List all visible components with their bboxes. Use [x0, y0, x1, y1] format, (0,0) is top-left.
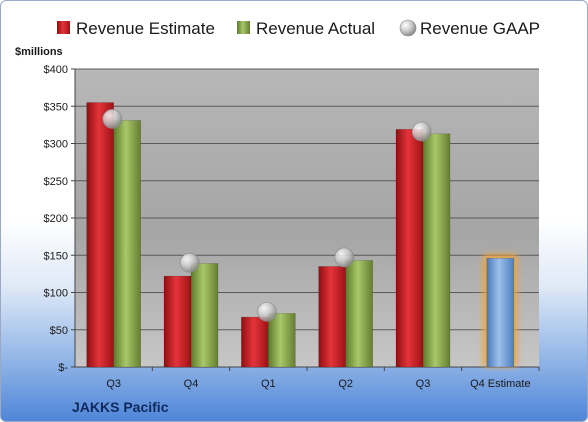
legend-label: Revenue GAAP — [420, 19, 540, 38]
legend-item: Revenue Estimate — [57, 19, 215, 38]
bar-revenue-actual — [268, 313, 296, 368]
bar-revenue-actual — [422, 133, 451, 368]
bar-revenue-estimate — [163, 275, 192, 368]
marker-revenue-gaap — [257, 302, 277, 322]
bar-revenue-actual — [345, 260, 373, 368]
y-tick-label: $100 — [44, 288, 68, 300]
y-tick-label: $400 — [44, 64, 68, 76]
legend-swatch — [399, 19, 417, 37]
y-axis-unit-label: $millions — [15, 46, 63, 58]
bar-q4-estimate — [486, 257, 515, 368]
bar-revenue-actual — [190, 263, 219, 368]
x-tick-label: Q2 — [338, 378, 353, 390]
bar-revenue-estimate — [395, 129, 424, 368]
marker-revenue-gaap — [179, 252, 200, 273]
bar-revenue-estimate — [318, 266, 346, 368]
legend-swatch — [237, 21, 250, 34]
y-tick-label: $50 — [50, 325, 68, 337]
marker-revenue-gaap — [411, 121, 432, 142]
x-tick-label: Q3 — [106, 378, 121, 390]
legend-item: Revenue GAAP — [399, 19, 540, 38]
legend-label: Revenue Actual — [256, 19, 375, 38]
y-tick-label: $200 — [44, 213, 68, 225]
y-tick-label: $300 — [44, 139, 68, 151]
x-tick-label: Q3 — [416, 378, 431, 390]
x-tick-label: Q1 — [261, 378, 276, 390]
y-tick-label: $- — [58, 362, 68, 374]
legend-item: Revenue Actual — [237, 19, 375, 38]
bar-revenue-estimate — [241, 316, 269, 368]
y-tick-label: $250 — [44, 176, 68, 188]
bar-revenue-actual — [113, 120, 141, 368]
y-tick-label: $150 — [44, 250, 68, 262]
legend-label: Revenue Estimate — [76, 19, 215, 38]
x-tick-label: Q4 — [184, 378, 199, 390]
marker-revenue-gaap — [334, 247, 355, 268]
marker-revenue-gaap — [102, 109, 123, 129]
bar-revenue-estimate — [86, 102, 114, 368]
legend-swatch — [57, 21, 70, 34]
x-tick-label: Q4 Estimate — [470, 378, 531, 390]
company-name: JAKKS Pacific — [72, 399, 169, 415]
y-tick-label: $350 — [44, 101, 68, 113]
